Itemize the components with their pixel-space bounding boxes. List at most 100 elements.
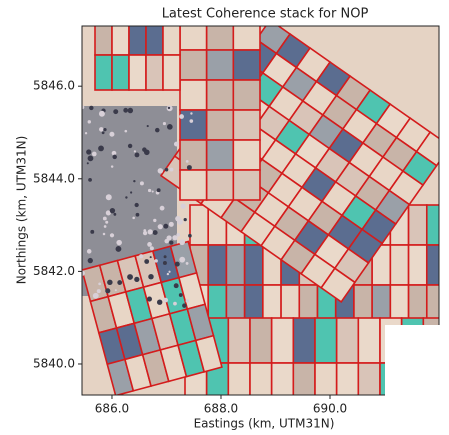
field: [207, 50, 234, 80]
field: [226, 245, 244, 285]
speckle: [135, 153, 140, 158]
speckle: [144, 259, 149, 264]
speckle: [155, 128, 159, 132]
speckle: [123, 108, 128, 113]
speckle: [130, 191, 132, 193]
field: [337, 318, 359, 363]
field: [233, 50, 260, 80]
field: [95, 55, 112, 90]
field: [146, 20, 163, 55]
speckle: [115, 289, 117, 291]
speckle: [167, 124, 173, 130]
speckle: [177, 219, 183, 225]
speckle: [187, 165, 192, 170]
field: [358, 363, 380, 408]
speckle: [113, 109, 118, 114]
chart-title: Latest Coherence stack for NOP: [162, 7, 369, 22]
y-tick-label: 5842.0: [33, 264, 75, 278]
speckle: [132, 217, 135, 220]
x-tick-label: 686.0: [95, 402, 129, 416]
speckle: [110, 208, 115, 213]
speckle: [157, 299, 162, 304]
speckle: [163, 122, 166, 125]
speckle: [142, 147, 147, 152]
speckle: [147, 297, 152, 302]
field: [129, 20, 146, 55]
field: [180, 80, 207, 110]
speckle: [134, 277, 139, 282]
speckle: [188, 234, 192, 238]
y-tick-label: 5844.0: [33, 171, 75, 185]
field: [207, 140, 234, 170]
speckle: [124, 130, 127, 133]
chart: Latest Coherence stack for NOP Eastings …: [0, 0, 449, 435]
x-tick-label: 688.0: [204, 402, 238, 416]
field: [427, 205, 445, 245]
speckle: [90, 230, 94, 234]
field: [163, 20, 180, 55]
speckle: [153, 230, 158, 235]
overlay-box: [385, 325, 449, 405]
speckle: [180, 204, 185, 209]
field: [207, 20, 234, 50]
speckle: [163, 224, 168, 229]
speckle: [99, 111, 105, 117]
speckle: [186, 299, 189, 302]
speckle: [164, 255, 167, 258]
speckle: [147, 242, 152, 247]
speckle: [163, 298, 168, 303]
field: [190, 205, 208, 245]
speckle: [105, 288, 110, 293]
speckle: [168, 107, 170, 109]
speckle: [111, 165, 113, 167]
speckle: [134, 150, 136, 152]
speckle: [116, 240, 122, 246]
speckle: [88, 258, 93, 263]
speckle: [103, 128, 106, 131]
speckle: [92, 152, 97, 157]
field: [207, 110, 234, 140]
field: [427, 245, 445, 285]
speckle: [174, 283, 179, 288]
field: [250, 318, 272, 363]
field: [95, 20, 112, 55]
field: [112, 20, 129, 55]
field: [293, 363, 315, 408]
speckle: [165, 168, 169, 172]
speckle: [153, 219, 156, 222]
speckle: [87, 249, 92, 254]
speckle: [139, 254, 143, 258]
speckle: [102, 131, 105, 134]
field: [250, 363, 272, 408]
speckle: [109, 132, 114, 137]
field: [233, 170, 260, 200]
y-axis-label: Northings (km, UTM31N): [15, 136, 29, 285]
field: [233, 140, 260, 170]
field: [272, 363, 294, 408]
speckle: [174, 142, 179, 147]
field: [180, 20, 207, 50]
field: [163, 55, 180, 90]
speckle: [88, 120, 91, 123]
field: [129, 55, 146, 90]
speckle: [104, 225, 107, 228]
speckle: [140, 181, 144, 185]
speckle: [93, 293, 99, 299]
field: [180, 140, 207, 170]
speckle: [157, 188, 161, 192]
speckle: [163, 261, 167, 265]
speckle: [135, 203, 139, 207]
speckle: [158, 224, 163, 229]
speckle: [98, 283, 101, 286]
speckle: [133, 180, 135, 182]
speckle: [116, 246, 122, 252]
field: [390, 245, 408, 285]
field: [245, 245, 263, 285]
speckle: [179, 257, 185, 263]
speckle: [128, 144, 132, 148]
speckle: [150, 246, 154, 250]
speckle: [176, 233, 180, 237]
speckle: [148, 229, 153, 234]
speckle: [128, 108, 133, 113]
y-tick-label: 5840.0: [33, 356, 75, 370]
